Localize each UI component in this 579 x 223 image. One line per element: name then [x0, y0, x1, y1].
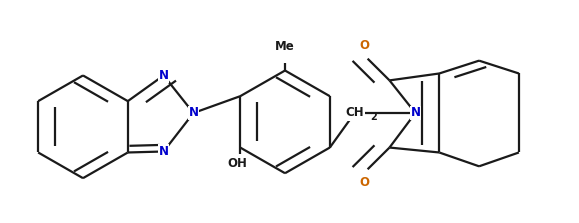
Text: N: N: [159, 145, 168, 158]
Text: Me: Me: [275, 39, 295, 52]
Text: O: O: [360, 176, 370, 189]
Text: OH: OH: [228, 157, 247, 170]
Text: CH: CH: [345, 106, 364, 120]
Text: N: N: [411, 106, 420, 120]
Text: N: N: [188, 106, 199, 120]
Text: N: N: [159, 69, 168, 82]
Text: 2: 2: [370, 112, 377, 122]
Text: O: O: [360, 39, 370, 52]
